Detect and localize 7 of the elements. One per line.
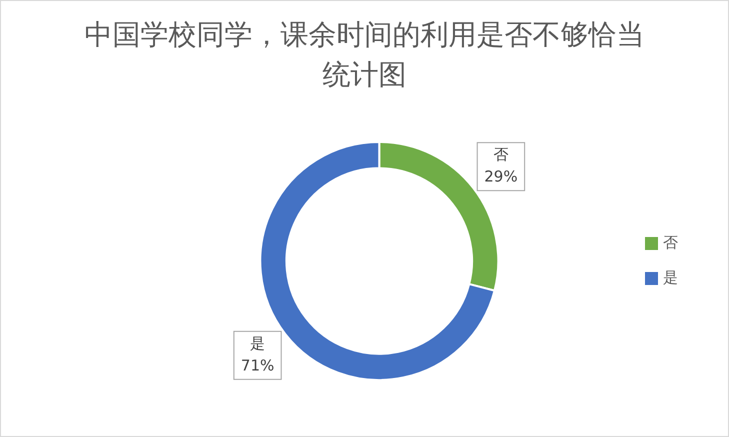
legend-label: 是 bbox=[663, 268, 678, 286]
chart-title: 中国学校同学，课余时间的利用是否不够恰当统计图 bbox=[84, 17, 646, 93]
legend-label: 否 bbox=[663, 233, 678, 252]
slice-label: 是 bbox=[250, 334, 266, 352]
slice-label: 否 bbox=[493, 146, 508, 164]
data-label: 29% bbox=[484, 168, 518, 186]
data-label: 71% bbox=[240, 356, 274, 374]
